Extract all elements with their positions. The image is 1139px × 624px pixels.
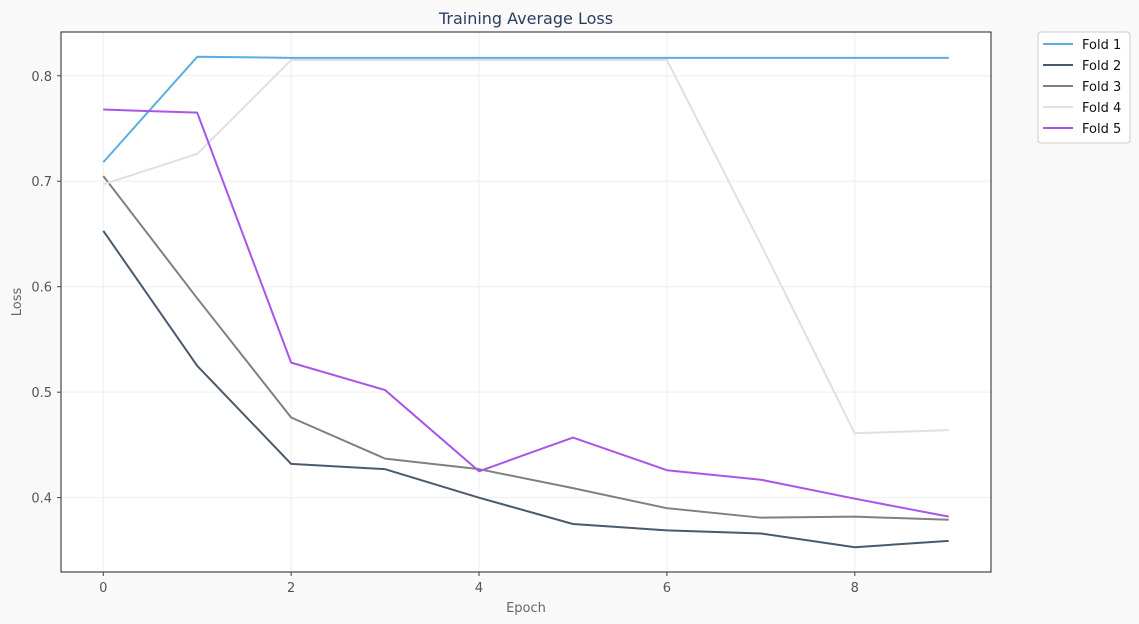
x-tick-label: 8 <box>851 581 859 596</box>
grid-lines <box>61 32 991 572</box>
y-tick-label: 0.4 <box>31 492 52 507</box>
x-tick-label: 0 <box>99 581 107 596</box>
x-tick-label: 2 <box>287 581 295 596</box>
series-line-fold-4 <box>102 58 949 435</box>
series-line-fold-1 <box>102 55 949 163</box>
chart-title: Training Average Loss <box>438 9 613 28</box>
series-line-fold-5 <box>103 108 949 518</box>
legend-label: Fold 3 <box>1082 80 1121 95</box>
x-tick-label: 4 <box>475 581 483 596</box>
legend-label: Fold 2 <box>1082 59 1121 74</box>
legend-label: Fold 4 <box>1082 101 1121 116</box>
series-line-fold-2 <box>102 230 949 549</box>
series-lines <box>102 55 949 549</box>
legend: Fold 1 Fold 2 Fold 3 Fold 4 Fold 5 <box>1037 31 1131 144</box>
y-tick-label: 0.7 <box>31 175 52 190</box>
y-tick-label: 0.5 <box>31 386 52 401</box>
x-tick-label: 6 <box>663 581 671 596</box>
plot-frame <box>60 31 992 573</box>
plot-area <box>61 32 991 572</box>
legend-label: Fold 5 <box>1082 122 1121 137</box>
legend-label: Fold 1 <box>1082 38 1121 53</box>
y-tick-label: 0.6 <box>31 281 52 296</box>
series-line-fold-3 <box>102 175 949 521</box>
y-axis-label: Loss <box>10 288 25 317</box>
legend-box <box>1037 31 1131 144</box>
y-tick-label: 0.8 <box>31 70 52 85</box>
axis-ticks: 0 2 4 6 8 0.4 0.5 0.6 0.7 0.8 <box>31 70 859 596</box>
x-axis-label: Epoch <box>506 601 546 616</box>
